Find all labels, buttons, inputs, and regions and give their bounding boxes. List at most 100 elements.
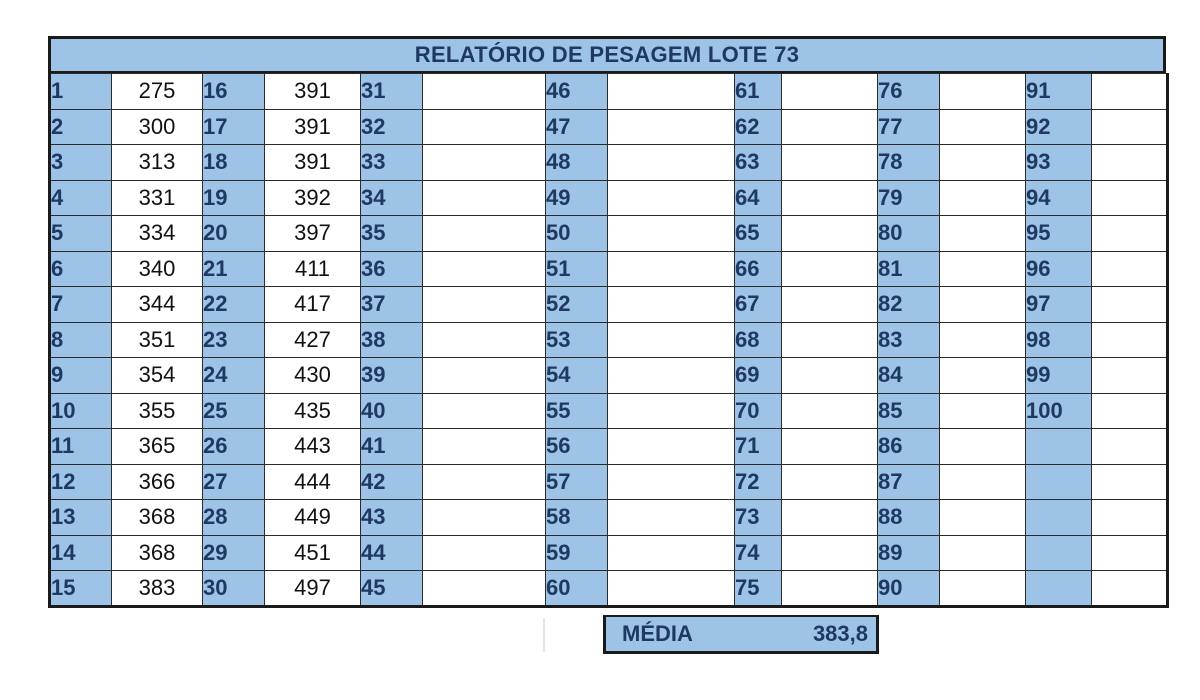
table-row: 15 383 30 497 45 60 75 90 (49, 570, 1168, 607)
animal-number-cell: 27 (202, 463, 265, 500)
animal-number-cell: 63 (734, 144, 782, 181)
weight-cell (422, 179, 546, 216)
animal-number-cell: 69 (734, 357, 782, 394)
animal-number-cell: 10 (49, 392, 112, 429)
animal-number-cell: 95 (1025, 215, 1092, 252)
weight-cell: 354 (111, 357, 203, 394)
animal-number-cell: 58 (545, 499, 608, 536)
weight-cell (1091, 144, 1168, 181)
animal-number-cell: 15 (49, 570, 112, 607)
animal-number-cell: 11 (49, 428, 112, 465)
weight-cell (607, 215, 735, 252)
weight-cell (422, 73, 546, 110)
animal-number-cell: 23 (202, 321, 265, 358)
animal-number-cell: 99 (1025, 357, 1092, 394)
animal-number-cell: 88 (877, 499, 940, 536)
animal-number-cell: 7 (49, 286, 112, 323)
weight-cell: 392 (264, 179, 361, 216)
animal-number-cell: 71 (734, 428, 782, 465)
animal-number-cell: 46 (545, 73, 608, 110)
weight-cell (939, 108, 1026, 145)
weight-cell (781, 108, 878, 145)
animal-number-cell: 85 (877, 392, 940, 429)
animal-number-cell: 24 (202, 357, 265, 394)
weight-cell: 497 (264, 570, 361, 607)
weight-cell: 427 (264, 321, 361, 358)
weight-cell (1091, 250, 1168, 287)
animal-number-cell: 93 (1025, 144, 1092, 181)
weight-cell (422, 499, 546, 536)
table-row: 2 300 17 391 32 47 62 77 92 (49, 108, 1168, 145)
animal-number-cell: 55 (545, 392, 608, 429)
average-box: MÉDIA 383,8 (603, 615, 879, 654)
animal-number-cell: 2 (49, 108, 112, 145)
animal-number-cell: 90 (877, 570, 940, 607)
animal-number-cell: 40 (360, 392, 423, 429)
weight-cell: 430 (264, 357, 361, 394)
animal-number-cell: 20 (202, 215, 265, 252)
weight-cell: 417 (264, 286, 361, 323)
animal-number-cell: 68 (734, 321, 782, 358)
animal-number-cell (1025, 463, 1092, 500)
animal-number-cell: 48 (545, 144, 608, 181)
table-row: 8 351 23 427 38 53 68 83 98 (49, 321, 1168, 358)
weight-cell (607, 286, 735, 323)
weight-cell (607, 534, 735, 571)
animal-number-cell: 25 (202, 392, 265, 429)
animal-number-cell: 26 (202, 428, 265, 465)
animal-number-cell: 79 (877, 179, 940, 216)
weight-cell (422, 570, 546, 607)
weight-cell: 368 (111, 499, 203, 536)
weight-cell (1091, 321, 1168, 358)
animal-number-cell: 76 (877, 73, 940, 110)
weight-cell: 449 (264, 499, 361, 536)
table-row: 13 368 28 449 43 58 73 88 (49, 499, 1168, 536)
weight-cell (422, 108, 546, 145)
weight-cell: 397 (264, 215, 361, 252)
animal-number-cell: 80 (877, 215, 940, 252)
weight-cell (1091, 179, 1168, 216)
weighing-report-sheet: RELATÓRIO DE PESAGEM LOTE 73 1 275 16 391 31… (48, 36, 1169, 608)
table-row: 1 275 16 391 31 46 61 76 91 (49, 73, 1168, 110)
weight-cell (939, 286, 1026, 323)
weight-cell: 334 (111, 215, 203, 252)
table-row: 6 340 21 411 36 51 66 81 96 (49, 250, 1168, 287)
animal-number-cell (1025, 428, 1092, 465)
animal-number-cell: 64 (734, 179, 782, 216)
weight-cell: 443 (264, 428, 361, 465)
animal-number-cell: 38 (360, 321, 423, 358)
table-row: 4 331 19 392 34 49 64 79 94 (49, 179, 1168, 216)
faint-divider (543, 618, 545, 652)
table-row: 5 334 20 397 35 50 65 80 95 (49, 215, 1168, 252)
weight-cell (1091, 392, 1168, 429)
animal-number-cell: 51 (545, 250, 608, 287)
weight-cell (939, 463, 1026, 500)
animal-number-cell: 32 (360, 108, 423, 145)
weight-cell (1091, 286, 1168, 323)
animal-number-cell: 96 (1025, 250, 1092, 287)
weight-cell (422, 392, 546, 429)
animal-number-cell: 31 (360, 73, 423, 110)
animal-number-cell: 67 (734, 286, 782, 323)
weight-cell (781, 73, 878, 110)
animal-number-cell: 94 (1025, 179, 1092, 216)
weight-cell: 435 (264, 392, 361, 429)
weight-cell (1091, 73, 1168, 110)
weight-cell (1091, 570, 1168, 607)
weight-cell (781, 428, 878, 465)
weight-cell (607, 392, 735, 429)
animal-number-cell: 82 (877, 286, 940, 323)
animal-number-cell: 62 (734, 108, 782, 145)
weight-cell (422, 250, 546, 287)
weight-cell: 391 (264, 144, 361, 181)
weight-cell (422, 144, 546, 181)
weight-cell: 444 (264, 463, 361, 500)
table-row: 11 365 26 443 41 56 71 86 (49, 428, 1168, 465)
table-row: 7 344 22 417 37 52 67 82 97 (49, 286, 1168, 323)
weight-cell (422, 428, 546, 465)
weight-cell (939, 357, 1026, 394)
animal-number-cell: 35 (360, 215, 423, 252)
animal-number-cell: 22 (202, 286, 265, 323)
animal-number-cell: 81 (877, 250, 940, 287)
weight-cell (939, 250, 1026, 287)
